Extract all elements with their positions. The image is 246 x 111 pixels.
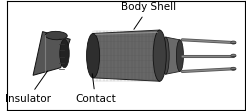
Ellipse shape bbox=[162, 37, 169, 74]
Ellipse shape bbox=[153, 30, 166, 81]
Polygon shape bbox=[33, 32, 70, 75]
Ellipse shape bbox=[231, 54, 236, 57]
Ellipse shape bbox=[231, 41, 236, 44]
Ellipse shape bbox=[60, 39, 69, 68]
Text: Insulator: Insulator bbox=[5, 71, 51, 104]
Ellipse shape bbox=[176, 40, 184, 71]
Ellipse shape bbox=[45, 31, 67, 40]
Text: Contact: Contact bbox=[75, 74, 116, 104]
Polygon shape bbox=[166, 37, 180, 74]
Polygon shape bbox=[93, 30, 160, 81]
Ellipse shape bbox=[87, 34, 100, 78]
Ellipse shape bbox=[231, 67, 236, 70]
Text: Body Shell: Body Shell bbox=[122, 2, 177, 29]
